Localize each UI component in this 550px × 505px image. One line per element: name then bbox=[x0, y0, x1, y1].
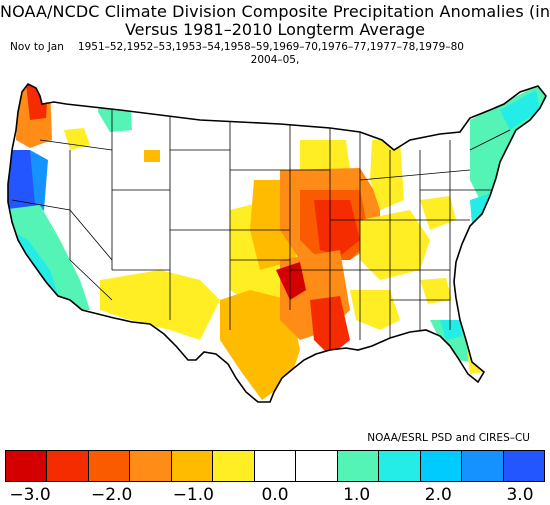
anomaly-area bbox=[500, 90, 540, 130]
color-swatch bbox=[379, 451, 421, 481]
composite-years-line2: 2004–05, bbox=[250, 54, 300, 66]
data-credit: NOAA/ESRL PSD and CIRES–CU bbox=[367, 432, 530, 444]
color-swatch bbox=[296, 451, 338, 481]
color-swatch bbox=[254, 451, 297, 481]
color-swatch bbox=[213, 451, 255, 481]
composite-years-line1: Nov to Jan 1951–52,1952–53,1953–54,1958–5… bbox=[10, 41, 464, 53]
anomaly-area bbox=[360, 210, 430, 280]
anomaly-fill bbox=[8, 84, 546, 400]
anomaly-area bbox=[314, 200, 360, 256]
scale-tick-label: −3.0 bbox=[9, 485, 51, 505]
us-outline bbox=[7, 82, 547, 403]
scale-tick-label: 1.0 bbox=[343, 485, 371, 505]
scale-tick-label: −1.0 bbox=[172, 485, 214, 505]
anomaly-area bbox=[440, 320, 462, 340]
color-scale-bar bbox=[5, 450, 545, 482]
color-swatch bbox=[420, 451, 463, 481]
anomaly-area bbox=[300, 140, 350, 170]
anomaly-area bbox=[276, 262, 306, 300]
anomaly-area bbox=[370, 140, 404, 210]
anomaly-area bbox=[420, 196, 456, 230]
us-precipitation-map bbox=[7, 82, 547, 403]
color-swatch bbox=[337, 451, 380, 481]
color-swatch bbox=[6, 451, 48, 481]
anomaly-area bbox=[100, 270, 220, 340]
color-swatch bbox=[47, 451, 89, 481]
state-borders bbox=[11, 104, 511, 350]
period-label: Nov to Jan bbox=[10, 41, 64, 53]
scale-tick-label: 2.0 bbox=[424, 485, 452, 505]
scale-tick-label: 3.0 bbox=[506, 485, 534, 505]
anomaly-area bbox=[420, 278, 452, 304]
map-title-line2: Versus 1981–2010 Longterm Average bbox=[124, 20, 426, 39]
scale-tick-label: −2.0 bbox=[91, 485, 133, 505]
anomaly-area bbox=[8, 205, 90, 310]
anomaly-area bbox=[144, 150, 160, 162]
color-scale-ticks: −3.0 −2.0 −1.0 0.0 1.0 2.0 3.0 bbox=[0, 485, 550, 505]
years-list: 1951–52,1952–53,1953–54,1958–59,1969–70,… bbox=[77, 41, 464, 53]
anomaly-area bbox=[470, 190, 500, 250]
map-title-line1: NOAA/NCDC Climate Division Composite Pre… bbox=[0, 2, 550, 21]
color-swatch bbox=[171, 451, 214, 481]
color-swatch bbox=[462, 451, 504, 481]
color-swatch bbox=[88, 451, 131, 481]
anomaly-area bbox=[30, 150, 48, 215]
scale-tick-label: 0.0 bbox=[261, 485, 289, 505]
anomaly-area bbox=[350, 290, 400, 330]
anomaly-area bbox=[430, 320, 472, 362]
color-swatch bbox=[503, 451, 545, 481]
color-swatch bbox=[130, 451, 172, 481]
